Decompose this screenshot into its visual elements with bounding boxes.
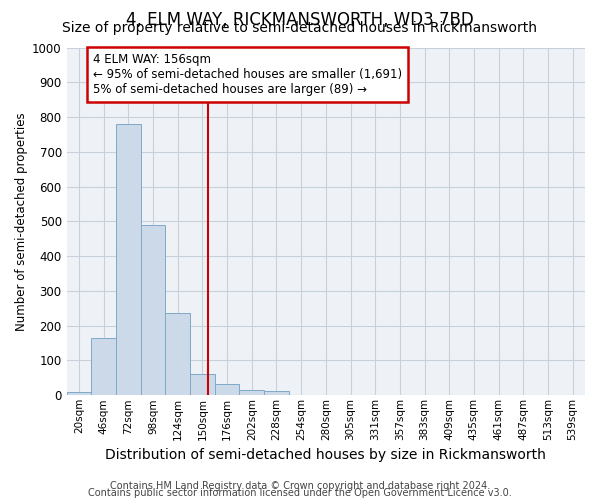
Bar bbox=[239, 390, 264, 396]
Text: 4 ELM WAY: 156sqm
← 95% of semi-detached houses are smaller (1,691)
5% of semi-d: 4 ELM WAY: 156sqm ← 95% of semi-detached… bbox=[92, 52, 401, 96]
Bar bbox=[190, 374, 215, 396]
Y-axis label: Number of semi-detached properties: Number of semi-detached properties bbox=[15, 112, 28, 330]
Bar bbox=[91, 338, 116, 396]
Text: Contains HM Land Registry data © Crown copyright and database right 2024.: Contains HM Land Registry data © Crown c… bbox=[110, 481, 490, 491]
Bar bbox=[67, 392, 91, 396]
Text: 4, ELM WAY, RICKMANSWORTH, WD3 7BD: 4, ELM WAY, RICKMANSWORTH, WD3 7BD bbox=[126, 11, 474, 29]
Bar bbox=[215, 384, 239, 396]
Bar bbox=[264, 390, 289, 396]
Bar bbox=[166, 313, 190, 396]
Bar bbox=[116, 124, 141, 396]
Text: Size of property relative to semi-detached houses in Rickmansworth: Size of property relative to semi-detach… bbox=[62, 21, 538, 35]
Bar bbox=[141, 225, 166, 396]
X-axis label: Distribution of semi-detached houses by size in Rickmansworth: Distribution of semi-detached houses by … bbox=[106, 448, 546, 462]
Text: Contains public sector information licensed under the Open Government Licence v3: Contains public sector information licen… bbox=[88, 488, 512, 498]
